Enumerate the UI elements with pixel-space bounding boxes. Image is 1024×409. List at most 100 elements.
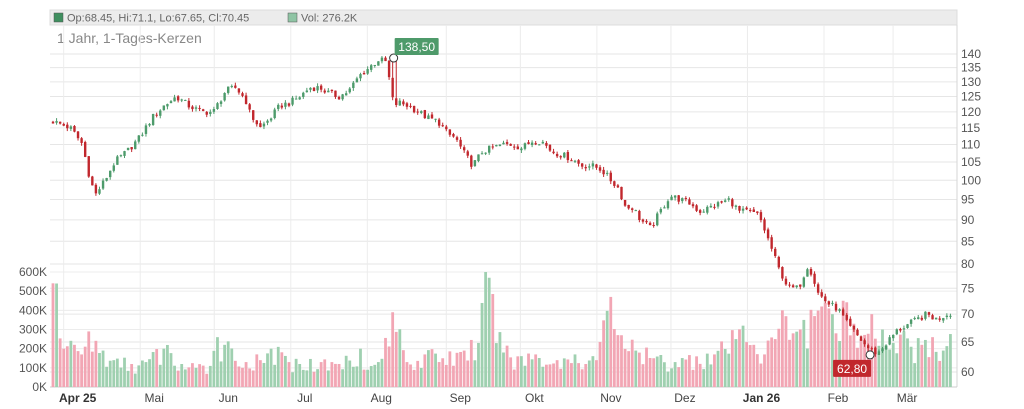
candle-body	[906, 324, 909, 329]
volume-bar	[373, 364, 377, 387]
volume-bar	[198, 364, 201, 387]
volume-bar	[616, 335, 620, 387]
volume-bar	[516, 356, 520, 387]
volume-bar	[137, 365, 141, 387]
volume-bar	[226, 341, 230, 387]
volume-bar	[684, 359, 688, 387]
volume-bar	[670, 368, 673, 387]
candle-body	[505, 142, 509, 144]
candle-body	[98, 189, 101, 194]
candle-body	[684, 198, 688, 200]
volume-bar	[823, 303, 827, 387]
candle-body	[423, 110, 427, 119]
candle-body	[162, 105, 166, 111]
candle-body	[917, 317, 920, 320]
low-marker	[865, 350, 875, 360]
volume-bar	[691, 369, 695, 387]
candle-body	[763, 219, 766, 231]
candle-body	[330, 89, 334, 92]
volume-bar	[788, 339, 791, 387]
candle-body	[902, 328, 906, 330]
volume-bar	[763, 354, 766, 387]
volume-bar	[409, 364, 412, 387]
candle-body	[201, 109, 205, 111]
volume-bar	[820, 306, 824, 387]
volume-bar	[609, 296, 613, 387]
candle-body	[477, 154, 480, 162]
volume-bar	[902, 331, 906, 387]
volume-bar	[806, 348, 809, 387]
volume-bar	[723, 348, 727, 387]
candle-body	[194, 107, 198, 109]
volume-bar	[90, 351, 94, 387]
volume-bar	[452, 365, 455, 387]
candle-body	[184, 99, 187, 101]
volume-bar	[641, 364, 645, 387]
volume-bar	[330, 362, 334, 387]
candle-body	[395, 98, 398, 106]
candle-body	[577, 160, 580, 164]
volume-bar	[94, 340, 98, 387]
volume-bar	[326, 370, 330, 387]
candle-body	[759, 212, 763, 221]
volume-tick-label: 500K	[19, 284, 47, 298]
volume-tick-label: 300K	[19, 323, 47, 337]
candle-body	[666, 201, 670, 209]
candle-body	[834, 303, 838, 311]
candle-body	[888, 337, 891, 345]
volume-bar	[494, 343, 498, 387]
volume-bar	[845, 302, 849, 387]
volume-bar	[927, 357, 931, 387]
volume-bar	[484, 272, 488, 387]
price-tick-label: 130	[961, 75, 981, 89]
candle-body	[144, 125, 148, 134]
volume-bar	[931, 337, 934, 387]
candle-body	[226, 86, 230, 93]
candle-body	[119, 155, 123, 157]
volume-bar	[73, 344, 76, 387]
candle-body	[609, 172, 612, 182]
volume-bar	[673, 362, 677, 387]
candle-body	[344, 93, 348, 96]
price-tick-label: 60	[961, 365, 975, 379]
candle-body	[466, 151, 469, 156]
candle-body	[80, 138, 83, 143]
volume-bar	[166, 344, 169, 387]
volume-bar	[351, 366, 355, 387]
volume-bar	[780, 310, 784, 387]
volume-bar	[477, 342, 480, 387]
volume-bar	[662, 362, 666, 387]
volume-bar	[284, 355, 287, 387]
candle-body	[327, 90, 330, 93]
volume-bar	[205, 373, 209, 387]
volume-bar	[366, 369, 370, 387]
volume-bar	[401, 350, 405, 387]
volume-bar	[577, 363, 580, 387]
candle-body	[702, 211, 705, 213]
candle-body	[334, 90, 337, 97]
candle-body	[616, 185, 620, 188]
candle-body	[602, 169, 605, 175]
volume-bar	[527, 353, 530, 387]
month-label: Okt	[525, 391, 544, 405]
candle-body	[520, 148, 523, 151]
candle-body	[731, 199, 734, 207]
candle-body	[766, 229, 770, 239]
volume-bar	[713, 354, 716, 387]
candle-body	[720, 201, 723, 203]
candle-body	[441, 125, 444, 127]
volume-bar	[809, 309, 813, 387]
volume-bar	[702, 369, 706, 387]
volume-bar	[105, 366, 109, 387]
volume-bar	[505, 345, 509, 387]
candle-body	[545, 142, 548, 146]
volume-bar	[906, 338, 909, 387]
candle-body	[248, 104, 251, 110]
volume-bar	[219, 361, 223, 387]
volume-bar	[151, 352, 155, 387]
candle-body	[816, 284, 820, 293]
volume-bar	[216, 337, 219, 387]
candle-body	[384, 57, 387, 62]
volume-tick-label: 0K	[32, 380, 47, 394]
candle-body	[845, 314, 848, 320]
